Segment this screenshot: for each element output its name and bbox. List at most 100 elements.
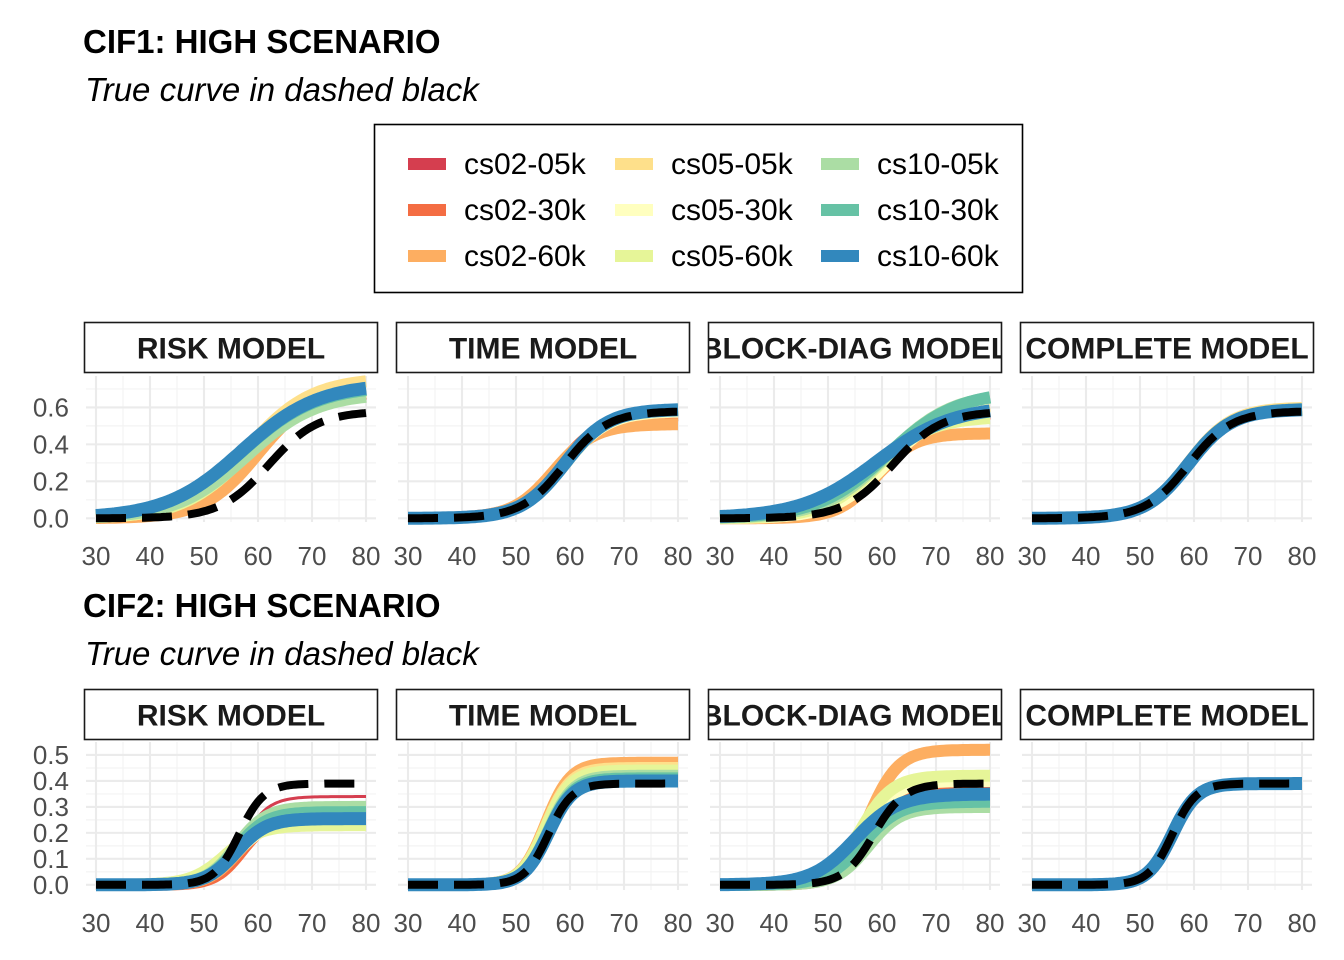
panel-complete-model: COMPLETE MODEL 30 40 50 60 70 80 bbox=[1018, 321, 1317, 571]
y-tick-label: 0.6 bbox=[33, 392, 69, 422]
chart-2-subtitle: True curve in dashed black bbox=[85, 635, 480, 672]
x-tick-label: 60 bbox=[556, 541, 585, 571]
panel-grid bbox=[1022, 742, 1312, 890]
x-tick-label: 50 bbox=[502, 541, 531, 571]
facet-strip-label: RISK MODEL bbox=[137, 333, 325, 366]
series-group bbox=[92, 375, 370, 524]
x-tick-label: 80 bbox=[1288, 541, 1317, 571]
x-tick-label: 40 bbox=[760, 541, 789, 571]
x-tick-label: 30 bbox=[1018, 908, 1047, 938]
y-tick-label: 0.4 bbox=[33, 429, 69, 459]
x-tick-label: 60 bbox=[556, 908, 585, 938]
facet-strip bbox=[83, 321, 379, 374]
x-tick-label: 70 bbox=[922, 541, 951, 571]
x-tick-label: 60 bbox=[868, 541, 897, 571]
x-tick-label: 30 bbox=[82, 908, 111, 938]
x-tick-label: 50 bbox=[190, 908, 219, 938]
legend-label-cs02-05k: cs02-05k bbox=[464, 148, 587, 181]
x-tick-label: 80 bbox=[352, 908, 381, 938]
facet-strip-label: BLOCK-DIAG MODEL bbox=[701, 700, 1009, 733]
facet-strip bbox=[707, 321, 1003, 374]
x-tick-label: 40 bbox=[448, 908, 477, 938]
x-tick-label: 80 bbox=[352, 541, 381, 571]
x-tick-label: 50 bbox=[814, 908, 843, 938]
y-tick-label: 0.1 bbox=[33, 844, 69, 874]
x-tick-label: 40 bbox=[136, 541, 165, 571]
x-tick-label: 40 bbox=[1072, 541, 1101, 571]
x-tick-label: 70 bbox=[298, 541, 327, 571]
legend-label-cs10-05k: cs10-05k bbox=[877, 148, 1000, 181]
x-tick-label: 80 bbox=[976, 908, 1005, 938]
series-line-cs10-60k bbox=[716, 787, 994, 892]
panel-block-diag-model: BLOCK-DIAG MODEL 30 40 50 60 70 80 bbox=[701, 321, 1009, 571]
legend-box bbox=[373, 123, 1024, 294]
true-curve-line bbox=[96, 779, 366, 889]
legend-label-cs10-60k: cs10-60k bbox=[877, 240, 1000, 273]
x-tick-label: 70 bbox=[610, 541, 639, 571]
x-tick-label: 80 bbox=[664, 541, 693, 571]
legend-label-cs02-30k: cs02-30k bbox=[464, 194, 587, 227]
true-curve-line bbox=[720, 779, 990, 889]
x-tick-label: 70 bbox=[1234, 541, 1263, 571]
facet-strip bbox=[1019, 321, 1315, 374]
x-tick-label: 30 bbox=[394, 908, 423, 938]
y-tick-label: 0.4 bbox=[33, 766, 69, 796]
x-tick-label: 30 bbox=[82, 541, 111, 571]
y-tick-label: 0.5 bbox=[33, 740, 69, 770]
x-tick-label: 50 bbox=[190, 541, 219, 571]
x-tick-label: 60 bbox=[1180, 908, 1209, 938]
panel-risk-model: RISK MODEL 30 40 50 60 70 80 0.00.10.20.30.40.5 bbox=[33, 688, 381, 938]
facet-block-1: RISK MODEL 30 40 50 60 70 80 0.0 0.2 0.4 0.6 TIME M… bbox=[33, 321, 1317, 571]
facet-strip-label: COMPLETE MODEL bbox=[1025, 333, 1308, 366]
x-tick-label: 50 bbox=[1126, 541, 1155, 571]
panel-grid bbox=[1022, 376, 1312, 522]
x-tick-label: 80 bbox=[664, 908, 693, 938]
x-tick-label: 70 bbox=[922, 908, 951, 938]
facet-strip bbox=[395, 688, 691, 741]
facet-strip-label: BLOCK-DIAG MODEL bbox=[701, 333, 1009, 366]
series-line-cs10-60k bbox=[92, 381, 370, 522]
facet-strip-label: TIME MODEL bbox=[449, 700, 637, 733]
legend-label-cs05-30k: cs05-30k bbox=[671, 194, 794, 227]
x-tick-label: 40 bbox=[760, 908, 789, 938]
x-tick-label: 60 bbox=[244, 541, 273, 571]
x-tick-label: 40 bbox=[136, 908, 165, 938]
x-tick-label: 60 bbox=[868, 908, 897, 938]
y-tick-label: 0.3 bbox=[33, 792, 69, 822]
x-tick-label: 30 bbox=[394, 541, 423, 571]
panel-grid bbox=[398, 376, 688, 522]
series-group bbox=[716, 743, 994, 892]
x-tick-label: 70 bbox=[1234, 908, 1263, 938]
legend-label-cs02-60k: cs02-60k bbox=[464, 240, 587, 273]
x-tick-label: 40 bbox=[448, 541, 477, 571]
x-tick-label: 80 bbox=[1288, 908, 1317, 938]
legend-label-cs05-60k: cs05-60k bbox=[671, 240, 794, 273]
panel-risk-model: RISK MODEL 30 40 50 60 70 80 0.0 0.2 0.4 0.6 bbox=[33, 321, 381, 571]
chart-1-subtitle: True curve in dashed black bbox=[85, 71, 480, 108]
panel-complete-model: COMPLETE MODEL 30 40 50 60 70 80 bbox=[1018, 688, 1317, 938]
x-tick-label: 40 bbox=[1072, 908, 1101, 938]
panel-block-diag-model: BLOCK-DIAG MODEL 30 40 50 60 70 80 bbox=[701, 688, 1009, 938]
panel-time-model: TIME MODEL 30 40 50 60 70 80 bbox=[394, 688, 693, 938]
x-tick-label: 50 bbox=[814, 541, 843, 571]
x-tick-label: 70 bbox=[298, 908, 327, 938]
y-tick-label: 0.2 bbox=[33, 466, 69, 496]
true-curve-line bbox=[408, 779, 678, 889]
facet-strip-label: TIME MODEL bbox=[449, 333, 637, 366]
true-curve-line bbox=[408, 407, 678, 523]
facet-strip bbox=[1019, 688, 1315, 741]
facet-strip-label: COMPLETE MODEL bbox=[1025, 700, 1308, 733]
panels: RISK MODEL 30 40 50 60 70 80 0.0 0.2 0.4 0.6 TIME M… bbox=[33, 321, 1317, 938]
facet-strip-label: RISK MODEL bbox=[137, 700, 325, 733]
facet-strip bbox=[707, 688, 1003, 741]
panel-time-model: TIME MODEL 30 40 50 60 70 80 bbox=[394, 321, 693, 571]
facet-strip bbox=[83, 688, 379, 741]
true-curve-line bbox=[96, 409, 367, 523]
legend: cs02-05k cs05-05k cs10-05k cs02-30k cs05-30k… bbox=[373, 123, 1024, 294]
y-tick-label: 0.0 bbox=[33, 870, 69, 900]
chart-1-title: CIF1: HIGH SCENARIO bbox=[83, 23, 441, 60]
x-tick-label: 70 bbox=[610, 908, 639, 938]
legend-label-cs05-05k: cs05-05k bbox=[671, 148, 794, 181]
x-tick-label: 30 bbox=[706, 541, 735, 571]
